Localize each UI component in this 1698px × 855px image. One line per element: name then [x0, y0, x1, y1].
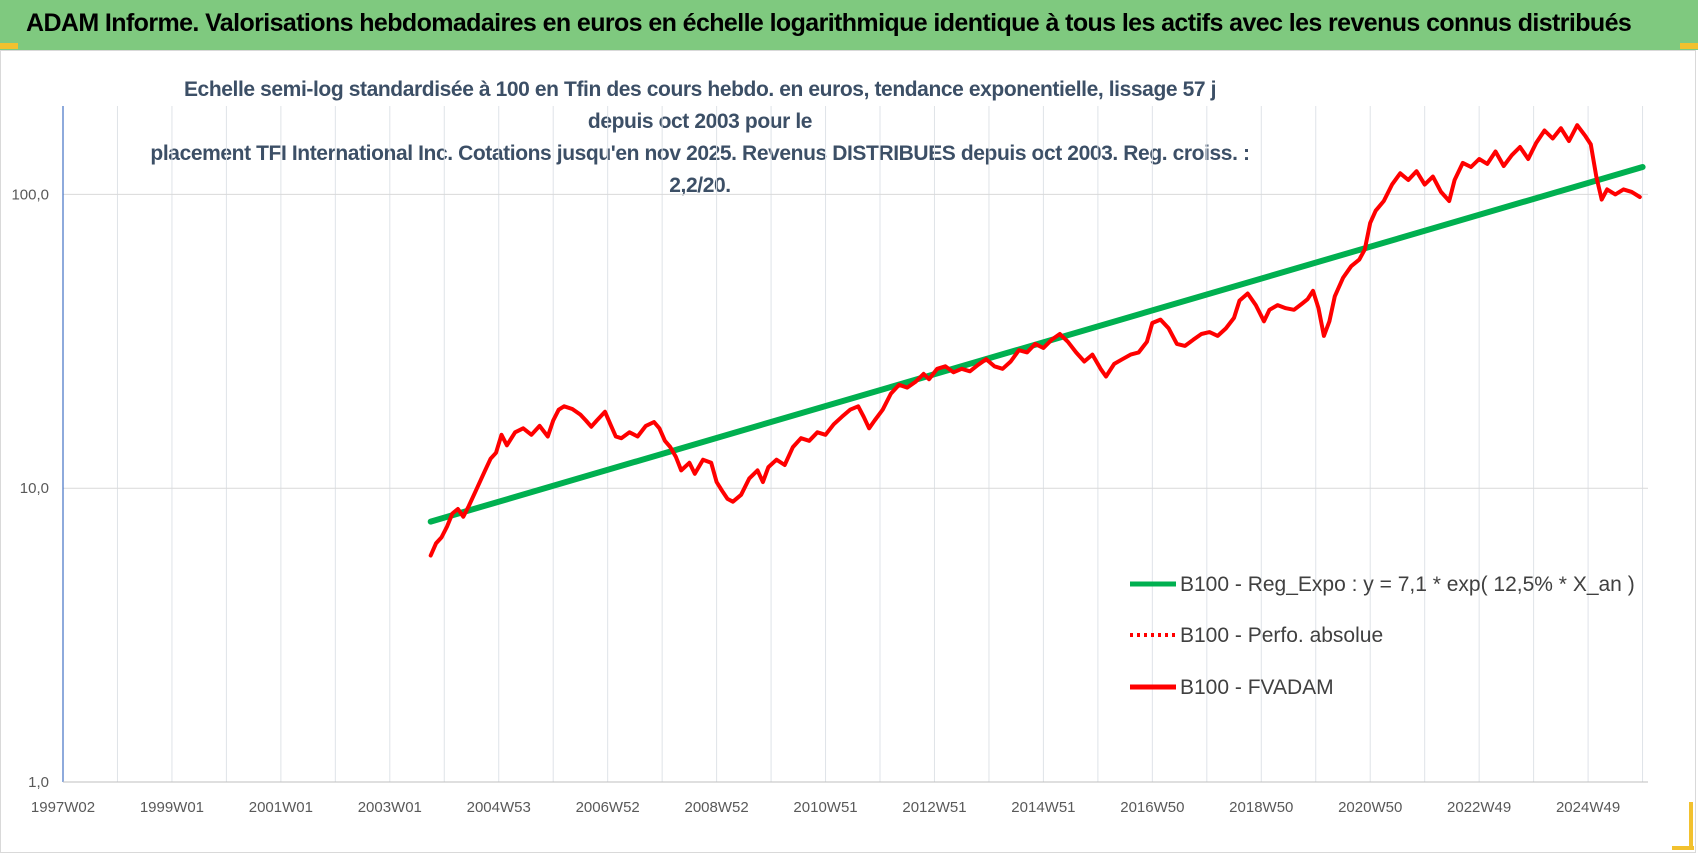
x-tick-label: 2010W51 [793, 799, 857, 816]
x-tick-label: 2016W50 [1120, 799, 1184, 816]
x-tick-label: 2008W52 [684, 799, 748, 816]
x-tick-label: 2018W50 [1229, 799, 1293, 816]
x-tick-label: 2004W53 [467, 799, 531, 816]
axis-layer: 1,0 10,0 100,0 1997W02 1999W01 2001W01 2003W01… [11, 106, 1648, 816]
x-tick-label: 2001W01 [249, 799, 313, 816]
corner-accent-bottom-right-base [1672, 846, 1694, 850]
x-tick-label: 2012W51 [902, 799, 966, 816]
grid-layer [63, 106, 1648, 782]
chart-title-line-2: placement TFI International Inc. Cotatio… [150, 142, 1250, 197]
y-tick-label: 1,0 [28, 774, 49, 791]
header-bar: ADAM Informe. Valorisations hebdomadaire… [0, 0, 1698, 50]
corner-accent-top-right [1680, 43, 1698, 49]
legend-layer: B100 - Reg_Expo : y = 7,1 * exp( 12,5% *… [1130, 573, 1635, 699]
chart-title-line-1: Echelle semi-log standardisée à 100 en T… [183, 78, 1217, 133]
corner-accent-bottom-right [1689, 802, 1693, 850]
chart-title: Echelle semi-log standardisée à 100 en T… [150, 74, 1250, 202]
x-tick-label: 2006W52 [576, 799, 640, 816]
x-tick-label: 1997W02 [31, 799, 95, 816]
fvadam-series-line [428, 123, 1642, 558]
legend-label: B100 - Reg_Expo : y = 7,1 * exp( 12,5% *… [1180, 573, 1635, 596]
y-tick-label: 100,0 [11, 186, 49, 203]
legend-label: B100 - Perfo. absolue [1180, 624, 1383, 647]
page-title: ADAM Informe. Valorisations hebdomadaire… [26, 9, 1632, 37]
series-layer [427, 123, 1646, 558]
corner-accent-top-left [0, 43, 18, 49]
legend-label: B100 - FVADAM [1180, 676, 1334, 699]
x-tick-label: 2024W49 [1556, 799, 1620, 816]
x-tick-label: 2020W50 [1338, 799, 1402, 816]
x-tick-label: 2022W49 [1447, 799, 1511, 816]
x-tick-label: 2014W51 [1011, 799, 1075, 816]
x-tick-label: 1999W01 [140, 799, 204, 816]
chart-frame [0, 50, 1696, 853]
x-tick-label: 2003W01 [358, 799, 422, 816]
y-tick-label: 10,0 [20, 480, 49, 497]
